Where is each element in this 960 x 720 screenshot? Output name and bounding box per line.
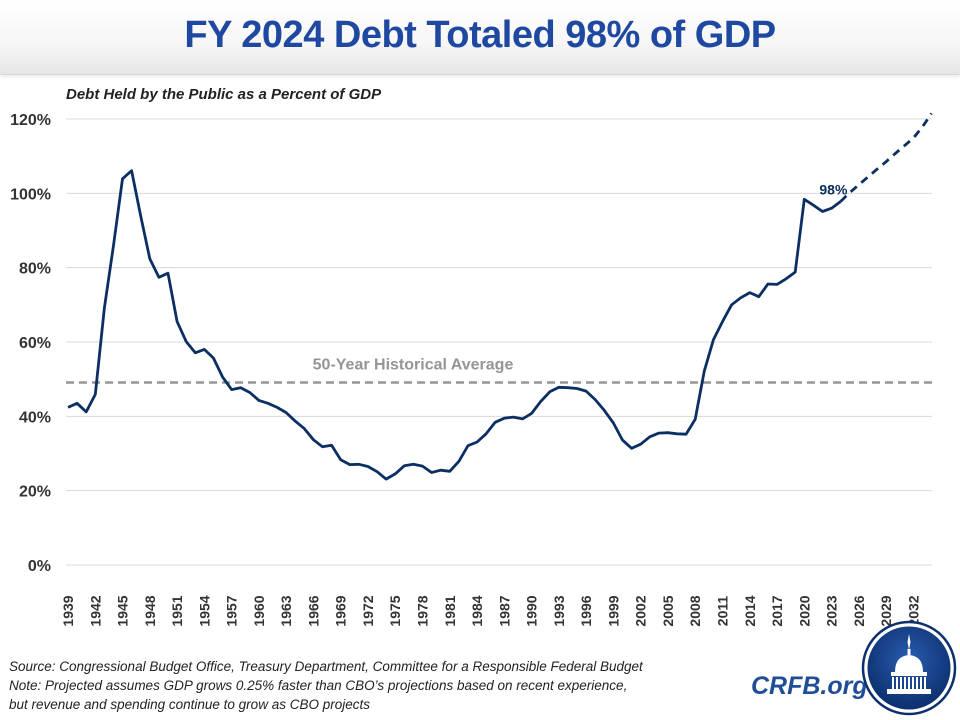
x-tick-label: 1966 bbox=[305, 595, 321, 626]
x-tick-label: 2026 bbox=[851, 595, 867, 626]
x-tick-label: 1957 bbox=[224, 595, 240, 626]
y-tick-label: 60% bbox=[19, 335, 51, 352]
x-tick-label: 1978 bbox=[415, 595, 431, 626]
x-tick-label: 2008 bbox=[687, 595, 703, 626]
x-tick-label: 1972 bbox=[360, 595, 376, 626]
value-label-98: 98% bbox=[819, 182, 848, 198]
projection-note-line1: Note: Projected assumes GDP grows 0.25% … bbox=[9, 678, 628, 693]
x-tick-label: 1996 bbox=[578, 595, 594, 626]
x-axis-ticks: 1939 1942 1945 1948 1951 1954 1957 1960 1963 1966… bbox=[60, 595, 921, 626]
projection-note-line2: but revenue and spending continue to gro… bbox=[9, 697, 370, 712]
footer-notes: Source: Congressional Budget Office, Tre… bbox=[9, 657, 643, 714]
y-tick-label: 40% bbox=[19, 409, 51, 426]
x-tick-label: 2029 bbox=[878, 595, 894, 626]
x-tick-label: 2011 bbox=[714, 596, 730, 627]
x-tick-label: 1954 bbox=[196, 595, 212, 626]
y-tick-label: 0% bbox=[28, 558, 51, 575]
y-tick-label: 120% bbox=[10, 112, 51, 129]
y-tick-label: 20% bbox=[19, 484, 51, 501]
x-tick-label: 1999 bbox=[605, 595, 621, 626]
x-tick-label: 2023 bbox=[824, 595, 840, 626]
title-bar: FY 2024 Debt Totaled 98% of GDP bbox=[0, 0, 960, 75]
x-tick-label: 2017 bbox=[769, 595, 785, 626]
x-tick-label: 1984 bbox=[469, 595, 485, 626]
projected-line bbox=[839, 112, 933, 203]
x-tick-label: 1987 bbox=[496, 595, 512, 626]
capitol-dome-icon bbox=[861, 620, 957, 716]
x-tick-label: 1963 bbox=[278, 595, 294, 626]
average-label: 50-Year Historical Average bbox=[313, 357, 514, 374]
x-tick-label: 1975 bbox=[387, 595, 403, 626]
x-tick-label: 2032 bbox=[905, 595, 921, 626]
x-tick-label: 1990 bbox=[524, 595, 540, 626]
x-tick-label: 1948 bbox=[142, 595, 158, 626]
historical-line bbox=[67, 169, 842, 481]
x-tick-label: 1969 bbox=[333, 595, 349, 626]
x-tick-label: 2020 bbox=[796, 595, 812, 626]
x-tick-label: 1960 bbox=[251, 595, 267, 626]
chart-subtitle: Debt Held by the Public as a Percent of … bbox=[66, 86, 382, 103]
y-axis-ticks: 0% 20% 40% 60% 80% 100% 120% bbox=[10, 112, 51, 575]
x-tick-label: 2002 bbox=[633, 595, 649, 626]
x-tick-label: 1951 bbox=[169, 595, 185, 626]
x-tick-label: 1993 bbox=[551, 595, 567, 626]
series-lines bbox=[67, 112, 933, 481]
brand-link[interactable]: CRFB.org bbox=[751, 672, 868, 700]
x-tick-label: 1981 bbox=[442, 595, 458, 626]
x-tick-label: 2005 bbox=[660, 595, 676, 626]
gridlines bbox=[66, 118, 932, 566]
annotations: 98% 50-Year Historical Average bbox=[313, 182, 848, 374]
chart-title: FY 2024 Debt Totaled 98% of GDP bbox=[184, 14, 776, 56]
x-tick-label: 1945 bbox=[115, 595, 131, 626]
x-tick-label: 2014 bbox=[742, 595, 758, 626]
x-tick-label: 1942 bbox=[87, 595, 103, 626]
y-tick-label: 100% bbox=[10, 186, 51, 203]
y-tick-label: 80% bbox=[19, 261, 51, 278]
source-note: Source: Congressional Budget Office, Tre… bbox=[9, 659, 643, 674]
x-tick-label: 1939 bbox=[60, 595, 76, 626]
